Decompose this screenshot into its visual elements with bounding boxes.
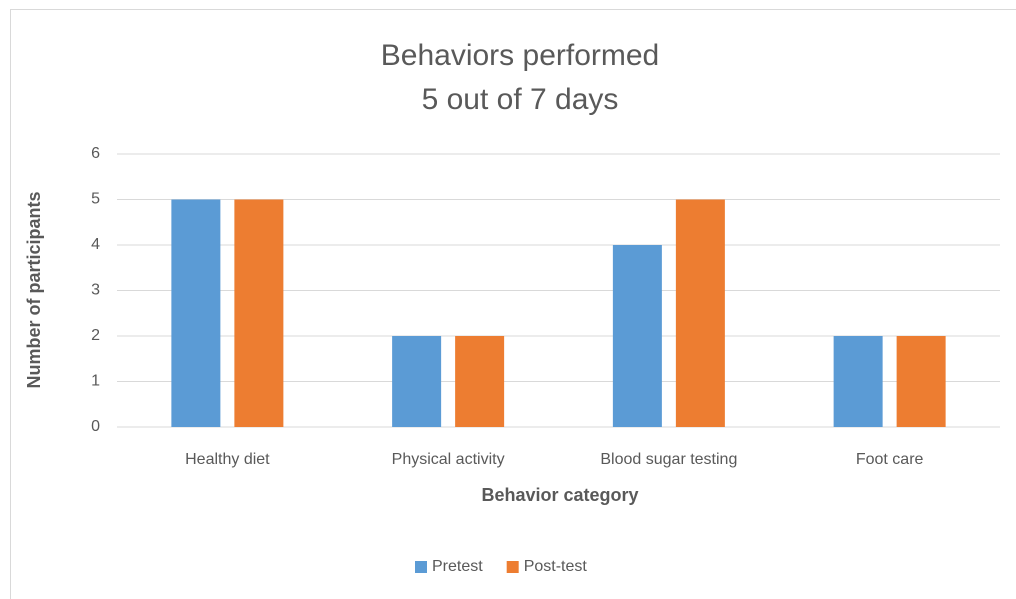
legend-label: Post-test — [524, 558, 588, 575]
y-tick-label: 5 — [91, 191, 100, 208]
x-tick-label: Physical activity — [392, 451, 505, 468]
chart-subtitle: 5 out of 7 days — [422, 83, 619, 116]
x-tick-label: Foot care — [856, 451, 924, 468]
legend-swatch — [415, 561, 427, 573]
chart-title: Behaviors performed — [381, 39, 659, 72]
bar — [455, 336, 505, 427]
y-tick-label: 0 — [91, 418, 100, 435]
bar — [392, 336, 442, 427]
x-axis-title: Behavior category — [481, 485, 638, 505]
legend-swatch — [506, 561, 519, 573]
x-tick-label: Healthy diet — [185, 451, 270, 468]
y-axis-title: Number of participants — [24, 191, 44, 388]
y-tick-label: 6 — [91, 145, 100, 162]
y-tick-label: 1 — [91, 373, 100, 390]
bar — [675, 199, 725, 427]
x-tick-label: Blood sugar testing — [600, 451, 737, 468]
bar — [234, 199, 284, 427]
y-tick-label: 4 — [91, 236, 100, 253]
bar — [171, 199, 221, 427]
y-tick-label: 2 — [91, 327, 100, 344]
bar — [612, 245, 662, 427]
legend-label: Pretest — [432, 558, 483, 575]
bar — [896, 336, 946, 427]
bar — [833, 336, 883, 427]
y-tick-label: 3 — [91, 282, 100, 299]
